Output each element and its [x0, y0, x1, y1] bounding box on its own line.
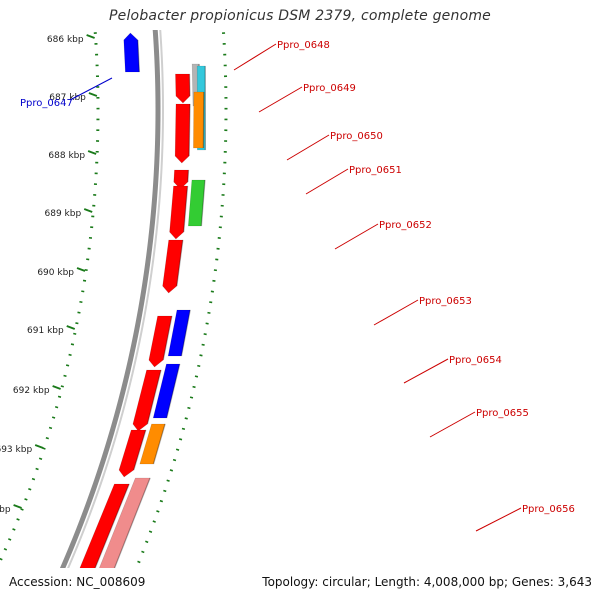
gene-ppro-0652[interactable]: [162, 239, 184, 294]
gene-label[interactable]: Ppro_0654: [449, 355, 502, 366]
gene-ppro-0656[interactable]: [59, 483, 130, 600]
kbp-label: 688 kbp: [48, 151, 85, 161]
kbp-label: 687 kbp: [49, 93, 86, 103]
kbp-label: 691 kbp: [27, 326, 64, 336]
gene-label[interactable]: Ppro_0647: [20, 98, 73, 109]
kbp-label: 694 kbp: [0, 505, 11, 515]
gene-label-leader: [69, 77, 113, 101]
gene-ppro-0654[interactable]: [132, 369, 162, 432]
kbp-major-tick: [52, 385, 61, 390]
kbp-major-tick: [76, 267, 86, 272]
accession-label: Accession:: [9, 575, 73, 589]
topology-value: circular: [322, 575, 367, 589]
accession-info: Accession: NC_008609: [9, 575, 145, 589]
genes-label: Genes:: [511, 575, 554, 589]
gene-label[interactable]: Ppro_0651: [349, 165, 402, 176]
gene-blue-block-2[interactable]: [152, 363, 181, 419]
gene-ppro-0649[interactable]: [174, 103, 191, 164]
gene-pink-block[interactable]: [79, 477, 151, 600]
feature-track: [59, 0, 207, 600]
gene-ppro-0651[interactable]: [169, 185, 189, 240]
kbp-label: 690 kbp: [37, 268, 74, 278]
label-layer: Ppro_0647 Ppro_0648 Ppro_0649 Ppro_0650 Ppro…: [20, 40, 575, 532]
gene-label[interactable]: Ppro_0652: [379, 220, 432, 231]
gene-label-leader: [233, 43, 277, 71]
separator: ;: [366, 575, 371, 589]
gene-ppro-0647[interactable]: [123, 32, 141, 73]
backbone: [59, 30, 164, 568]
gene-green-block[interactable]: [187, 179, 206, 227]
gene-ppro-0646[interactable]: [170, 0, 186, 12]
kbp-label: 689 kbp: [45, 209, 82, 219]
gene-label-leader: [373, 299, 419, 326]
gene-ppro-0650[interactable]: [173, 169, 190, 190]
separator: ;: [503, 575, 509, 589]
gene-ppro-0648[interactable]: [175, 73, 191, 104]
gene-ppro-0655[interactable]: [118, 429, 147, 478]
genome-summary: Topology: circular; Length: 4,008,000 bp…: [262, 575, 592, 589]
kbp-major-tick: [13, 504, 22, 509]
genes-value: 3,643: [557, 575, 592, 589]
map-title: Pelobacter propionicus DSM 2379, complet…: [109, 8, 491, 24]
gene-label[interactable]: Ppro_0649: [303, 83, 356, 94]
kbp-major-tick: [34, 444, 44, 449]
gene-label[interactable]: Ppro_0648: [277, 40, 330, 51]
kbp-major-tick: [86, 34, 95, 39]
gene-pink-top[interactable]: [188, 0, 203, 10]
gene-orange-block-2[interactable]: [139, 423, 166, 465]
kbp-label: 693 kbp: [0, 445, 32, 455]
kbp-major-tick: [87, 150, 97, 155]
topology-label: Topology:: [262, 575, 319, 589]
gene-label-leader: [334, 223, 379, 250]
kbp-major-tick: [88, 92, 98, 97]
gene-label-leader: [475, 507, 522, 532]
gene-label-leader: [286, 134, 330, 161]
gene-label[interactable]: Ppro_0653: [419, 296, 472, 307]
kbp-label: 686 kbp: [47, 35, 84, 45]
length-label: Length:: [374, 575, 421, 589]
gene-blue-block-1[interactable]: [167, 309, 191, 357]
gene-label[interactable]: Ppro_0655: [476, 408, 529, 419]
gene-label-leader: [429, 411, 476, 438]
gene-label[interactable]: Ppro_0650: [330, 131, 383, 142]
kbp-major-tick: [66, 325, 76, 330]
gene-label-leader: [305, 168, 349, 195]
backbone-outer: [59, 30, 161, 568]
gene-ppro-0653[interactable]: [148, 315, 173, 368]
gene-label-leader: [258, 86, 303, 113]
inner-tick-line: [0, 30, 100, 565]
tick-track: 686 kbp 687 kbp 688 kbp 689 kbp 690 kbp 691 k…: [0, 30, 228, 568]
gene-label[interactable]: Ppro_0656: [522, 504, 575, 515]
length-value: 4,008,000 bp: [423, 575, 504, 589]
backbone-highlight: [67, 30, 164, 568]
kbp-major-tick: [83, 208, 93, 213]
gene-orange-block-1[interactable]: [193, 91, 205, 149]
accession-value: NC_008609: [76, 575, 146, 589]
gene-label-leader: [403, 358, 449, 384]
kbp-label: 692 kbp: [13, 386, 50, 396]
